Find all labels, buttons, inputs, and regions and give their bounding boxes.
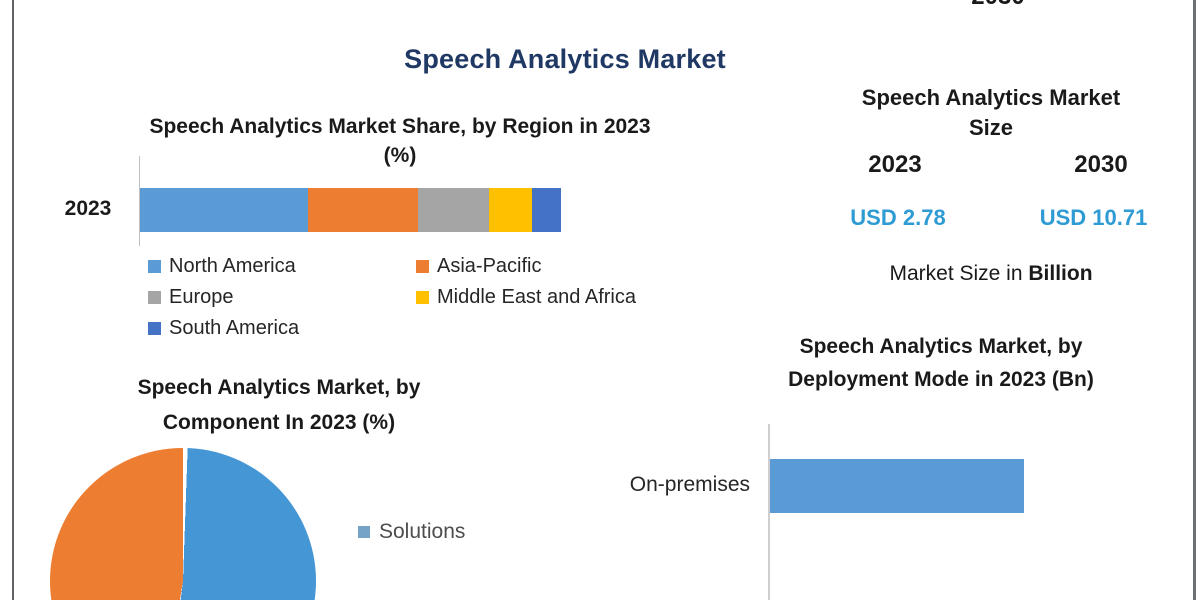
market-size-value-2023: USD 2.78 <box>850 205 946 230</box>
legend-marker-middle-east-africa <box>416 291 429 304</box>
legend-label-north-america: North America <box>169 255 296 277</box>
legend-item-south-america: South America <box>148 317 416 340</box>
region-bar-segment-europe <box>417 188 490 232</box>
market-size-value-2030: USD 10.71 <box>1039 205 1148 230</box>
legend-label-solutions: Solutions <box>379 520 466 543</box>
legend-item-europe: Europe <box>148 286 416 309</box>
region-chart-title: Speech Analytics Market Share, by Region… <box>149 115 651 167</box>
clipped-top-text: 2030 <box>958 0 1038 11</box>
component-pie-chart <box>50 448 316 600</box>
market-size-caption: Market Size in Billion <box>840 262 1142 286</box>
region-chart-legend: North America Asia-Pacific Europe Middle… <box>148 251 678 344</box>
deployment-bar-track <box>770 459 1194 513</box>
market-size-title: Speech Analytics Market Size <box>861 85 1121 140</box>
page-title: Speech Analytics Market <box>404 44 726 74</box>
region-stacked-bar <box>140 188 561 232</box>
legend-label-europe: Europe <box>169 286 234 308</box>
legend-label-south-america: South America <box>169 317 300 339</box>
region-bar-segment-asia-pacific <box>308 188 418 232</box>
legend-marker-europe <box>148 291 161 304</box>
deployment-chart-title: Speech Analytics Market, by Deployment M… <box>788 335 1094 391</box>
region-chart-category-label: 2023 <box>64 197 112 220</box>
market-size-caption-bold: Billion <box>1028 262 1093 285</box>
legend-label-asia-pacific: Asia-Pacific <box>437 255 542 277</box>
deployment-chart-axis <box>768 424 770 600</box>
region-bar-segment-south-america <box>531 188 561 232</box>
deployment-category-label: On-premises <box>629 473 750 496</box>
legend-marker-north-america <box>148 260 161 273</box>
legend-label-middle-east-africa: Middle East and Africa <box>437 286 636 308</box>
legend-marker-asia-pacific <box>416 260 429 273</box>
region-chart-axis-tick <box>139 156 140 246</box>
legend-item-middle-east-africa: Middle East and Africa <box>416 286 678 309</box>
market-size-year-2030: 2030 <box>1074 151 1128 178</box>
right-border-line <box>1193 0 1196 600</box>
legend-item-asia-pacific: Asia-Pacific <box>416 255 678 278</box>
component-chart-title: Speech Analytics Market, by Component In… <box>137 376 421 434</box>
left-border-line <box>12 0 14 600</box>
region-bar-segment-north-america <box>140 188 309 232</box>
legend-marker-solutions <box>358 526 370 538</box>
region-bar-segment-middle-east-and-africa <box>489 188 532 232</box>
component-chart-legend: Solutions <box>358 520 465 544</box>
legend-marker-south-america <box>148 322 161 335</box>
market-size-caption-regular: Market Size in <box>889 262 1029 285</box>
deployment-bar-on-premises <box>770 459 1025 513</box>
legend-item-north-america: North America <box>148 255 416 278</box>
market-size-year-2023: 2023 <box>868 151 922 178</box>
